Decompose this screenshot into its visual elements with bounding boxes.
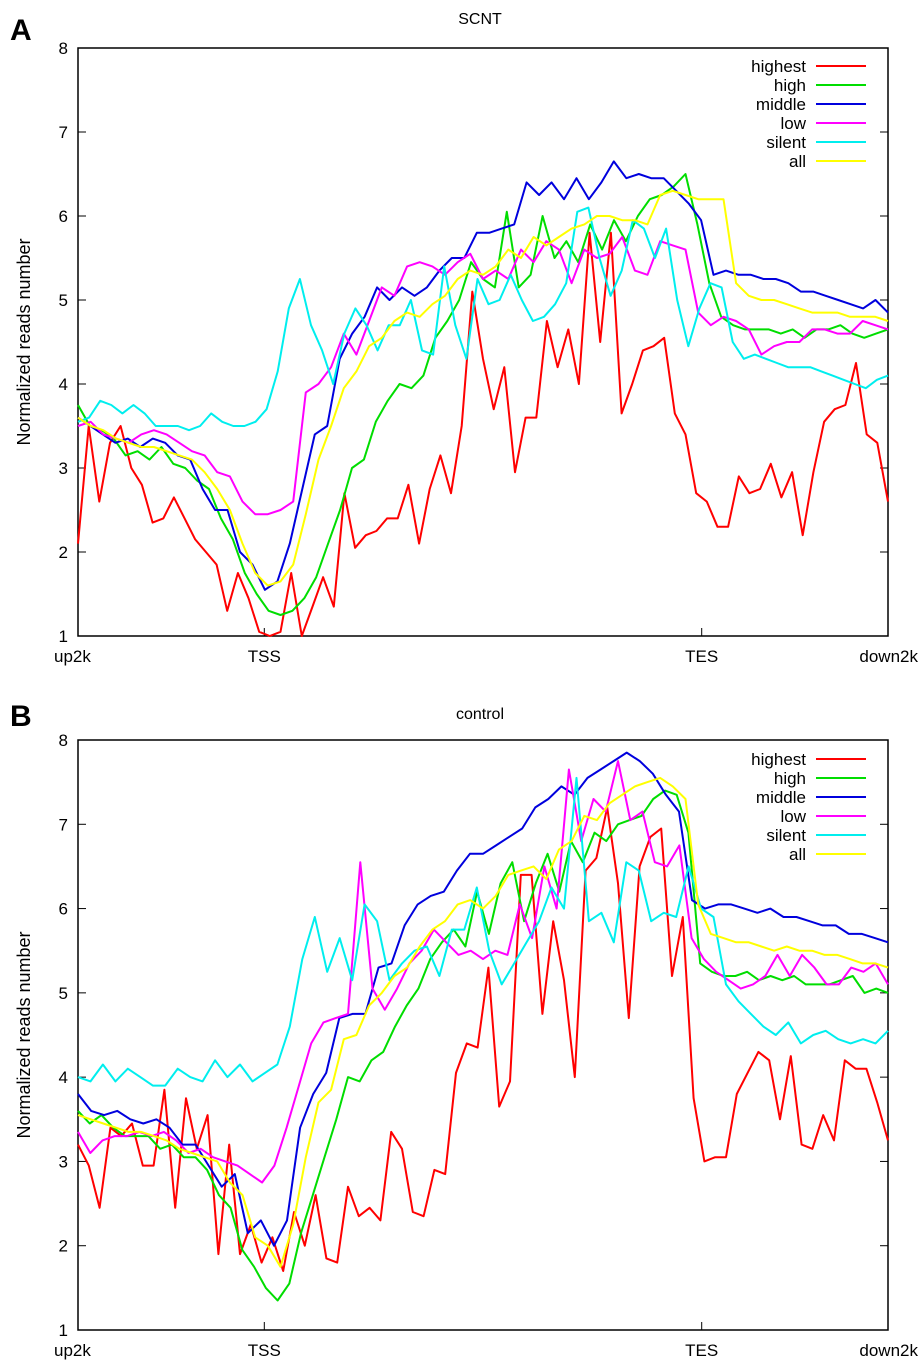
y-tick-label-a-0: 1: [59, 627, 68, 646]
legend-label-highest-a: highest: [751, 57, 806, 76]
legend-label-middle-b: middle: [756, 788, 806, 807]
y-tick-label-a-4: 5: [59, 291, 68, 310]
y-tick-label-b-6: 7: [59, 815, 68, 834]
legend-label-high-a: high: [774, 76, 806, 95]
series-line-all-b: [77, 776, 889, 1268]
y-tick-label-a-3: 4: [59, 375, 68, 394]
chart-title-b: control: [456, 706, 504, 723]
y-tick-label-b-4: 5: [59, 984, 68, 1003]
legend-label-low-a: low: [780, 114, 806, 133]
y-tick-label-b-2: 3: [59, 1152, 68, 1171]
panel-label-a: A: [10, 14, 32, 47]
x-tick-label-b-1: TSS: [248, 1341, 281, 1360]
x-tick-label-b-2: TES: [685, 1341, 718, 1360]
y-tick-label-a-5: 6: [59, 207, 68, 226]
series-lines-b: [77, 751, 889, 1302]
y-tick-label-a-6: 7: [59, 123, 68, 142]
legend-label-high-b: high: [774, 769, 806, 788]
x-tick-label-b-3: down2k: [859, 1341, 918, 1360]
series-line-middle-a: [77, 160, 889, 591]
series-line-low-a: [77, 236, 889, 516]
legend-label-highest-b: highest: [751, 750, 806, 769]
chart-title-a: SCNT: [458, 11, 502, 28]
x-tick-label-a-3: down2k: [859, 647, 918, 666]
series-lines-a: [77, 160, 889, 637]
y-axis-label-a: Normalized reads number: [14, 238, 34, 445]
x-tick-label-a-1: TSS: [248, 647, 281, 666]
series-line-highest-a: [77, 231, 889, 637]
y-tick-label-a-2: 3: [59, 459, 68, 478]
panel-label-b: B: [10, 700, 32, 733]
series-line-low-b: [77, 760, 889, 1184]
plot-frame-a: [77, 47, 889, 637]
y-axis-label-b: Normalized reads number: [14, 931, 34, 1138]
series-line-high-b: [77, 789, 889, 1302]
y-tick-label-a-1: 2: [59, 543, 68, 562]
legend-label-low-b: low: [780, 807, 806, 826]
series-line-high-a: [77, 173, 889, 616]
y-tick-label-b-1: 2: [59, 1237, 68, 1256]
series-line-middle-b: [77, 751, 889, 1247]
series-line-all-a: [77, 189, 889, 587]
y-tick-label-a-7: 8: [59, 39, 68, 58]
legend-label-silent-a: silent: [766, 133, 806, 152]
y-tick-label-b-5: 6: [59, 900, 68, 919]
x-tick-label-a-0: up2k: [54, 647, 91, 666]
legend-label-middle-a: middle: [756, 95, 806, 114]
y-tick-label-b-3: 4: [59, 1068, 68, 1087]
x-tick-label-b-0: up2k: [54, 1341, 91, 1360]
panel-b-chart: B control Normalized reads number 1 2 3 4 5 6…: [10, 700, 918, 1360]
legend-label-all-b: all: [789, 845, 806, 864]
x-tick-label-a-2: TES: [685, 647, 718, 666]
y-tick-label-b-0: 1: [59, 1321, 68, 1340]
y-tick-label-b-7: 8: [59, 731, 68, 750]
legend-label-all-a: all: [789, 152, 806, 171]
series-line-highest-b: [77, 806, 889, 1272]
series-line-silent-a: [77, 206, 889, 432]
series-line-silent-b: [77, 776, 889, 1087]
plot-frame-b: [77, 739, 889, 1331]
panel-a-chart: A SCNT Normalized reads number 1 2 3 4 5 6 7 8 u…: [10, 11, 918, 666]
legend-label-silent-b: silent: [766, 826, 806, 845]
axis-ticks-b: 1 2 3 4 5 6 7 8 up2k TSS TES down2k: [54, 731, 918, 1360]
